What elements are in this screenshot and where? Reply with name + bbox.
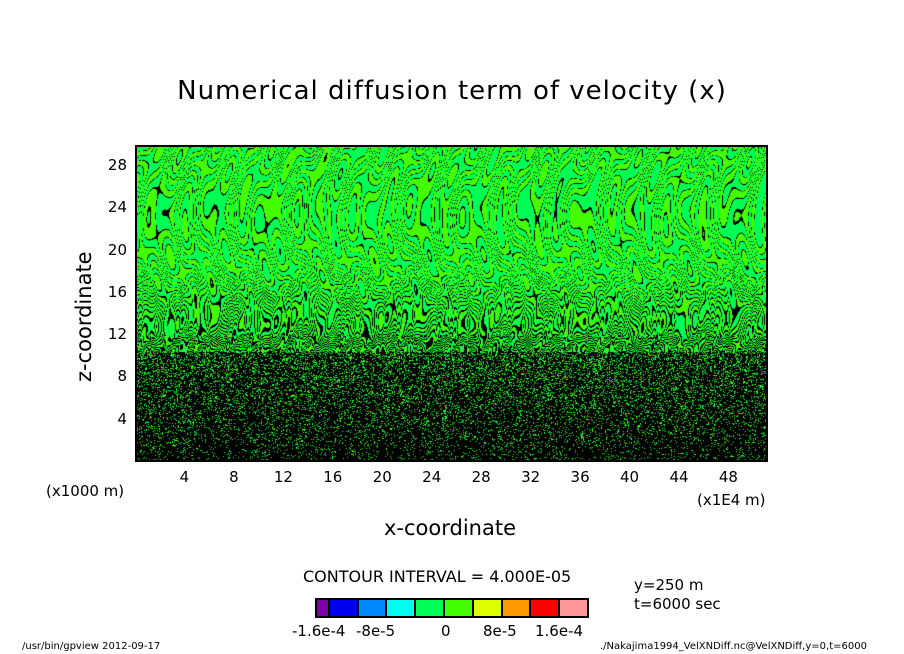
y-tick-label: 8 xyxy=(117,367,127,386)
footer-source: ./Nakajima1994_VelXNDiff.nc@VelXNDiff,y=… xyxy=(600,641,867,652)
colorbar-swatch xyxy=(358,600,386,616)
x-tick-label: 24 xyxy=(422,468,442,486)
y-tick-label: 20 xyxy=(107,240,127,259)
colorbar-swatch xyxy=(416,600,443,616)
colorbar-tick-label: 0 xyxy=(441,622,451,640)
x-axis-label: x-coordinate xyxy=(0,516,904,540)
colorbar-swatch xyxy=(444,600,472,616)
y-tick-label: 16 xyxy=(107,282,127,301)
y-tick-label: 12 xyxy=(107,325,127,344)
footer-command: /usr/bin/gpview 2012-09-17 xyxy=(22,641,161,652)
colorbar-swatch xyxy=(473,600,501,616)
x-tick-label: 4 xyxy=(179,468,190,486)
x-tick-label: 36 xyxy=(570,468,590,486)
colorbar-swatch xyxy=(387,600,415,616)
y-tick-label: 24 xyxy=(107,198,127,217)
x-tick-label: 40 xyxy=(619,468,640,486)
colorbar-swatch xyxy=(317,600,328,616)
x-axis-unit-right: (x1E4 m) xyxy=(697,491,766,509)
colorbar-tick-label: 1.6e-4 xyxy=(535,622,584,640)
chart-title: Numerical diffusion term of velocity (x) xyxy=(177,76,727,106)
time-annotation: t=6000 sec xyxy=(634,595,721,613)
x-tick-label: 20 xyxy=(372,468,392,486)
colorbar-swatch xyxy=(531,600,559,616)
colorbar-tick-label: 8e-5 xyxy=(483,622,517,640)
contour-field xyxy=(135,145,768,462)
colorbar xyxy=(315,598,589,618)
y-tick-label: 28 xyxy=(107,156,127,175)
colorbar-swatch xyxy=(502,600,530,616)
y-tick-label: 4 xyxy=(117,409,127,428)
plot-frame xyxy=(135,145,768,462)
x-tick-label: 32 xyxy=(521,468,541,486)
x-axis-label-text: x-coordinate xyxy=(383,516,516,540)
x-axis-unit-left: (x1000 m) xyxy=(46,482,125,500)
x-tick-label: 44 xyxy=(669,468,689,486)
y-section-annotation: y=250 m xyxy=(634,576,704,594)
contour-interval-label: CONTOUR INTERVAL = 4.000E-05 xyxy=(303,567,572,586)
y-axis-label: z-coordinate xyxy=(72,251,96,382)
x-tick-label: 16 xyxy=(323,468,343,486)
colorbar-swatch xyxy=(329,600,357,616)
x-tick-label: 12 xyxy=(273,468,293,486)
x-tick-label: 28 xyxy=(471,468,491,486)
colorbar-tick-label: -8e-5 xyxy=(356,622,396,640)
colorbar-tick-label: -1.6e-4 xyxy=(292,622,346,640)
colorbar-swatch xyxy=(560,600,588,616)
x-tick-label: 48 xyxy=(718,468,738,486)
x-tick-label: 8 xyxy=(229,468,239,486)
